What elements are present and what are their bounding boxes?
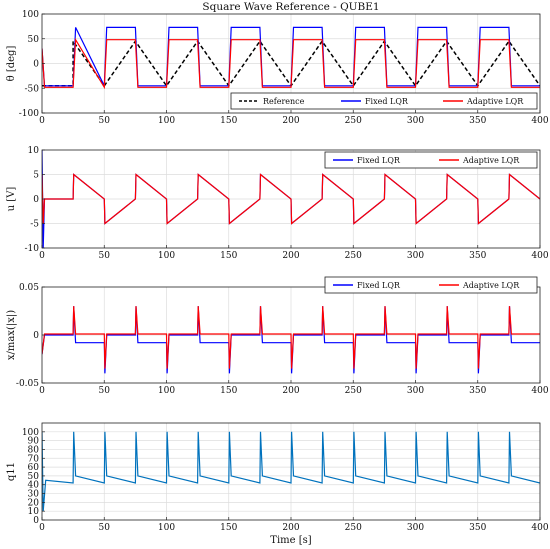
y-axis-label: u [V]	[6, 187, 17, 212]
x-tick-label: 0	[39, 251, 45, 261]
y-tick-label: -50	[25, 84, 40, 94]
panel-2: 0 50 100 150 200 250 300 350 400 -10 -5 0 5 10 u [V] Fi…	[6, 146, 549, 261]
y-tick-label: 70	[28, 454, 40, 464]
x-tick-label: 300	[407, 386, 424, 396]
x-tick-label: 50	[99, 386, 111, 396]
x-tick-label: 300	[407, 116, 424, 126]
series-line-reference	[42, 38, 540, 88]
x-tick-label: 100	[158, 386, 175, 396]
y-tick-label: 10	[28, 146, 40, 156]
x-tick-label: 300	[407, 251, 424, 261]
y-tick-label: 0	[33, 331, 39, 341]
y-tick-label: 30	[28, 490, 40, 500]
x-tick-label: 400	[531, 523, 548, 533]
x-tick-label: 350	[469, 386, 486, 396]
chart-title: Square Wave Reference - QUBE1	[202, 1, 379, 13]
legend-box	[230, 92, 538, 110]
legend-box	[324, 151, 538, 169]
x-tick-label: 100	[158, 523, 175, 533]
legend: Fixed LQR Adaptive LQR	[324, 151, 538, 169]
y-tick-label: 90	[28, 437, 40, 447]
y-tick-label: 50	[28, 472, 40, 482]
y-axis-label: θ [deg]	[6, 46, 17, 82]
x-tick-label: 250	[345, 386, 362, 396]
y-tick-label: 5	[33, 171, 39, 181]
y-tick-label: 60	[28, 463, 40, 473]
y-tick-label: 0	[33, 60, 39, 70]
y-axis-label: q11	[6, 462, 17, 481]
y-tick-label: 20	[28, 498, 40, 508]
y-tick-label: -5	[30, 220, 39, 230]
y-tick-label: 100	[22, 10, 39, 20]
x-tick-label: 400	[531, 386, 548, 396]
y-tick-label: 50	[28, 35, 40, 45]
x-tick-label: 50	[99, 523, 111, 533]
legend-label: Fixed LQR	[357, 281, 401, 290]
x-tick-label: 50	[99, 251, 111, 261]
series-line-adaptive-lqr	[42, 306, 540, 369]
legend-label: Fixed LQR	[357, 156, 401, 165]
y-axis-label: x/max(|x|)	[6, 310, 17, 360]
y-tick-label: -0.05	[16, 379, 39, 389]
x-tick-label: 300	[407, 523, 424, 533]
series-line-adaptive-lqr	[42, 173, 540, 225]
y-tick-label: 80	[28, 445, 40, 455]
x-tick-label: 150	[220, 523, 237, 533]
x-tick-label: 0	[39, 116, 45, 126]
y-tick-label: 0.05	[19, 283, 39, 293]
x-tick-label: 200	[282, 251, 299, 261]
x-tick-label: 100	[158, 251, 175, 261]
legend-label: Adaptive LQR	[462, 156, 520, 165]
x-tick-label: 150	[220, 251, 237, 261]
panel-3: 0 50 100 150 200 250 300 350 400-0.0500.05x/max(…	[6, 276, 549, 396]
x-tick-label: 400	[531, 251, 548, 261]
x-tick-label: 50	[99, 116, 111, 126]
x-tick-label: 400	[531, 116, 548, 126]
y-tick-label: -10	[25, 244, 40, 254]
legend: Fixed LQR Adaptive LQR	[324, 276, 538, 294]
x-tick-label: 200	[282, 523, 299, 533]
x-tick-label: 250	[345, 116, 362, 126]
legend-label: Fixed LQR	[365, 97, 409, 106]
x-tick-label: 350	[469, 523, 486, 533]
series-line-q11	[42, 431, 540, 512]
x-tick-label: 200	[282, 116, 299, 126]
x-tick-label: 250	[345, 251, 362, 261]
series-line-adaptive-lqr	[42, 37, 540, 90]
y-tick-label: 100	[22, 428, 39, 438]
x-tick-label: 150	[220, 116, 237, 126]
panel-4: 0 50 100 150 200 250 300 350 4000102030405060708…	[6, 422, 549, 546]
x-tick-label: 350	[469, 116, 486, 126]
panel-1: 0 50 100 150 200 250 300 350 400 -100 -50 0 50 100 Squ…	[6, 1, 549, 126]
y-tick-label: 0	[33, 516, 39, 526]
x-tick-label: 100	[158, 116, 175, 126]
x-tick-label: 150	[220, 386, 237, 396]
x-tick-label: 0	[39, 523, 45, 533]
x-tick-label: 0	[39, 386, 45, 396]
legend-label: Reference	[263, 97, 305, 106]
legend-box	[324, 276, 538, 294]
legend-label: Adaptive LQR	[462, 281, 520, 290]
x-tick-label: 250	[345, 523, 362, 533]
legend: Reference Fixed LQR Adaptive LQR	[230, 92, 538, 110]
x-axis-label: Time [s]	[270, 535, 311, 546]
x-tick-label: 200	[282, 386, 299, 396]
x-tick-label: 350	[469, 251, 486, 261]
y-tick-label: 0	[33, 195, 39, 205]
legend-label: Adaptive LQR	[466, 97, 524, 106]
y-tick-label: -100	[19, 109, 39, 119]
y-tick-label: 10	[28, 507, 40, 517]
y-tick-label: 40	[28, 481, 40, 491]
